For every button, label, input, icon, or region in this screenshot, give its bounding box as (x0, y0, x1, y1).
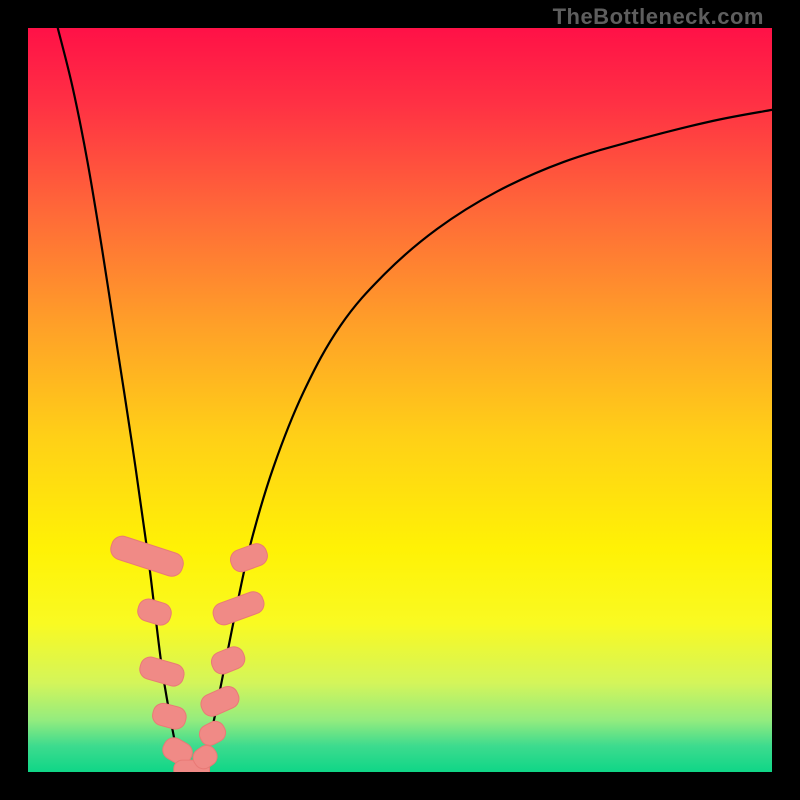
plot-area (28, 28, 772, 772)
chart-frame: TheBottleneck.com (0, 0, 800, 800)
chart-svg (28, 28, 772, 772)
attribution-text: TheBottleneck.com (553, 4, 764, 30)
